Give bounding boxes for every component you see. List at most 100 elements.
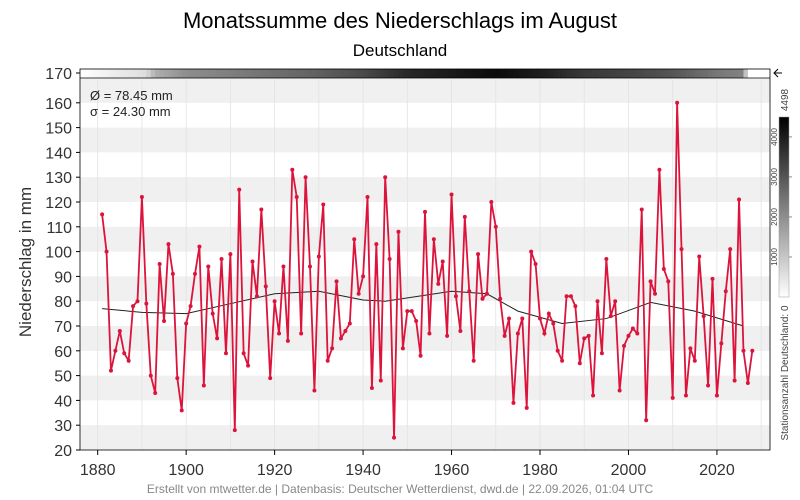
- strip-cell: [106, 69, 112, 78]
- strip-cell: [327, 69, 333, 78]
- data-point: [268, 376, 273, 381]
- strip-cell: [504, 69, 510, 78]
- strip-cell: [632, 69, 638, 78]
- station-count-strip: [80, 69, 771, 79]
- strip-cell: [482, 69, 488, 78]
- strip-cell: [624, 69, 629, 78]
- y-tick-label: 50: [54, 369, 72, 386]
- data-point: [622, 343, 627, 348]
- data-point: [745, 381, 750, 386]
- y-tick-label: 60: [54, 344, 72, 361]
- data-point: [560, 358, 565, 363]
- strip-cell: [212, 69, 218, 78]
- strip-cell: [265, 69, 271, 78]
- strip-cell: [110, 69, 116, 78]
- strip-cell: [248, 69, 253, 78]
- data-point: [228, 252, 233, 257]
- strip-cell: [690, 69, 696, 78]
- data-point: [232, 428, 237, 433]
- data-point: [697, 254, 702, 259]
- y-tick-label: 90: [54, 269, 72, 286]
- data-point: [657, 167, 662, 172]
- strip-cell: [765, 69, 771, 78]
- strip-cell: [102, 69, 107, 78]
- data-point: [648, 279, 653, 284]
- strip-cell: [318, 69, 324, 78]
- plot-frame: [79, 68, 771, 451]
- strip-cell: [730, 69, 736, 78]
- strip-cell: [141, 69, 147, 78]
- strip-cell: [168, 69, 174, 78]
- data-point: [476, 252, 481, 257]
- data-point: [126, 358, 131, 363]
- data-point: [423, 209, 427, 214]
- colorbar-tick-label: 1000: [770, 248, 779, 266]
- strip-cell: [615, 69, 621, 78]
- strip-cell: [659, 69, 665, 78]
- data-point: [378, 378, 383, 383]
- strip-cell: [225, 69, 231, 78]
- data-point: [480, 296, 485, 301]
- strip-cell: [394, 69, 399, 78]
- grid-band: [80, 276, 770, 302]
- data-point: [299, 331, 304, 336]
- data-point: [108, 368, 113, 373]
- data-point: [334, 279, 339, 284]
- data-point: [400, 346, 405, 351]
- strip-cell: [128, 69, 134, 78]
- data-point: [582, 336, 587, 341]
- strip-cell: [712, 69, 718, 78]
- strip-cell: [544, 69, 550, 78]
- data-point: [692, 358, 697, 363]
- strip-cell: [535, 69, 541, 78]
- data-point: [272, 299, 277, 304]
- strip-cell: [323, 69, 329, 78]
- strip-cell: [500, 69, 506, 78]
- data-point: [484, 291, 489, 296]
- strip-cell: [336, 69, 342, 78]
- x-tick-label: 1940: [345, 462, 381, 479]
- strip-cell: [243, 69, 249, 78]
- strip-cell: [429, 69, 435, 78]
- strip-cell: [292, 69, 298, 78]
- data-point: [193, 271, 197, 276]
- strip-cell: [579, 69, 585, 78]
- y-tick-label: 120: [45, 195, 72, 212]
- strip-cell: [575, 69, 581, 78]
- x-tick-label: 1980: [522, 462, 558, 479]
- colorbar-tick-label: 2000: [770, 208, 779, 226]
- data-point: [538, 316, 542, 321]
- data-point: [259, 207, 264, 212]
- data-point: [303, 175, 308, 180]
- data-point: [374, 242, 379, 247]
- data-point: [281, 264, 286, 269]
- strip-cell: [97, 69, 103, 78]
- strip-cell: [752, 69, 758, 78]
- strip-cell: [641, 69, 647, 78]
- data-point: [644, 418, 649, 423]
- data-point: [254, 294, 259, 299]
- data-point: [675, 100, 680, 105]
- strip-cell: [84, 69, 90, 78]
- data-point: [679, 247, 684, 252]
- strip-cell: [416, 69, 421, 78]
- grid-band: [80, 78, 770, 103]
- strip-cell: [380, 69, 386, 78]
- data-point: [431, 237, 436, 242]
- grid-band: [80, 326, 770, 351]
- strip-cell: [540, 69, 545, 78]
- strip-cell: [447, 69, 452, 78]
- data-point: [599, 351, 604, 356]
- data-point: [577, 361, 582, 366]
- data-point: [157, 262, 162, 266]
- strip-cell: [677, 69, 682, 78]
- y-tick-label: 20: [54, 443, 72, 460]
- strip-cell: [137, 69, 143, 78]
- data-point: [493, 224, 498, 229]
- strip-cell: [270, 69, 276, 78]
- data-point: [383, 175, 388, 180]
- data-point: [427, 331, 432, 336]
- strip-cell: [261, 69, 267, 78]
- strip-cell: [349, 69, 355, 78]
- data-point: [104, 249, 109, 254]
